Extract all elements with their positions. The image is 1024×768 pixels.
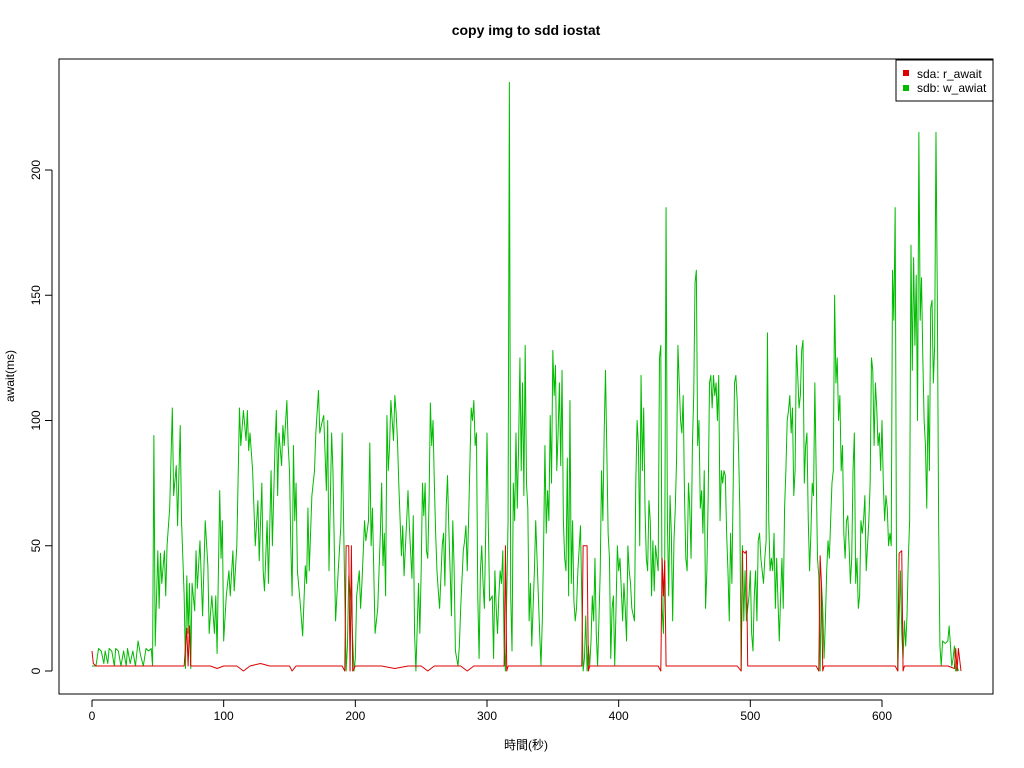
x-tick-label: 400 [609, 709, 629, 723]
y-tick-label: 100 [29, 410, 43, 430]
x-tick-label: 0 [89, 709, 96, 723]
y-tick-label: 0 [29, 667, 43, 674]
x-tick-label: 500 [740, 709, 760, 723]
plot-frame [58, 58, 994, 695]
series-layer [91, 81, 962, 672]
x-tick-label: 300 [477, 709, 497, 723]
legend-swatch-sdb [903, 85, 909, 91]
x-axis: 0 100 200 300 400 500 600 [89, 699, 892, 723]
x-tick-label: 100 [214, 709, 234, 723]
x-tick-label: 600 [872, 709, 892, 723]
y-axis: 0 50 100 150 200 [29, 160, 53, 674]
x-tick-label: 200 [345, 709, 365, 723]
chart-title: copy img to sdd iostat [452, 22, 601, 38]
legend: sda: r_await sdb: w_awiat [895, 59, 994, 102]
y-axis-label: await(ms) [3, 350, 17, 402]
legend-swatch-sda [903, 70, 909, 76]
y-tick-label: 150 [29, 285, 43, 305]
legend-label-sdb: sdb: w_awiat [917, 81, 987, 95]
series-line-sdb [92, 81, 959, 672]
legend-label-sda: sda: r_await [917, 67, 982, 81]
series-line-sda [91, 545, 962, 672]
legend-box [895, 59, 994, 102]
x-axis-label: 時間(秒) [504, 738, 548, 752]
y-tick-label: 200 [29, 160, 43, 180]
y-tick-label: 50 [29, 539, 43, 553]
